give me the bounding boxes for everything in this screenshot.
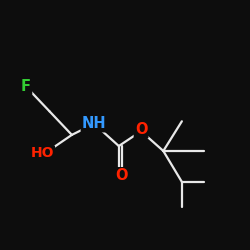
Text: O: O: [116, 168, 128, 183]
Text: F: F: [21, 79, 31, 94]
Text: NH: NH: [82, 116, 106, 131]
Text: HO: HO: [30, 146, 54, 160]
Text: O: O: [135, 122, 147, 138]
